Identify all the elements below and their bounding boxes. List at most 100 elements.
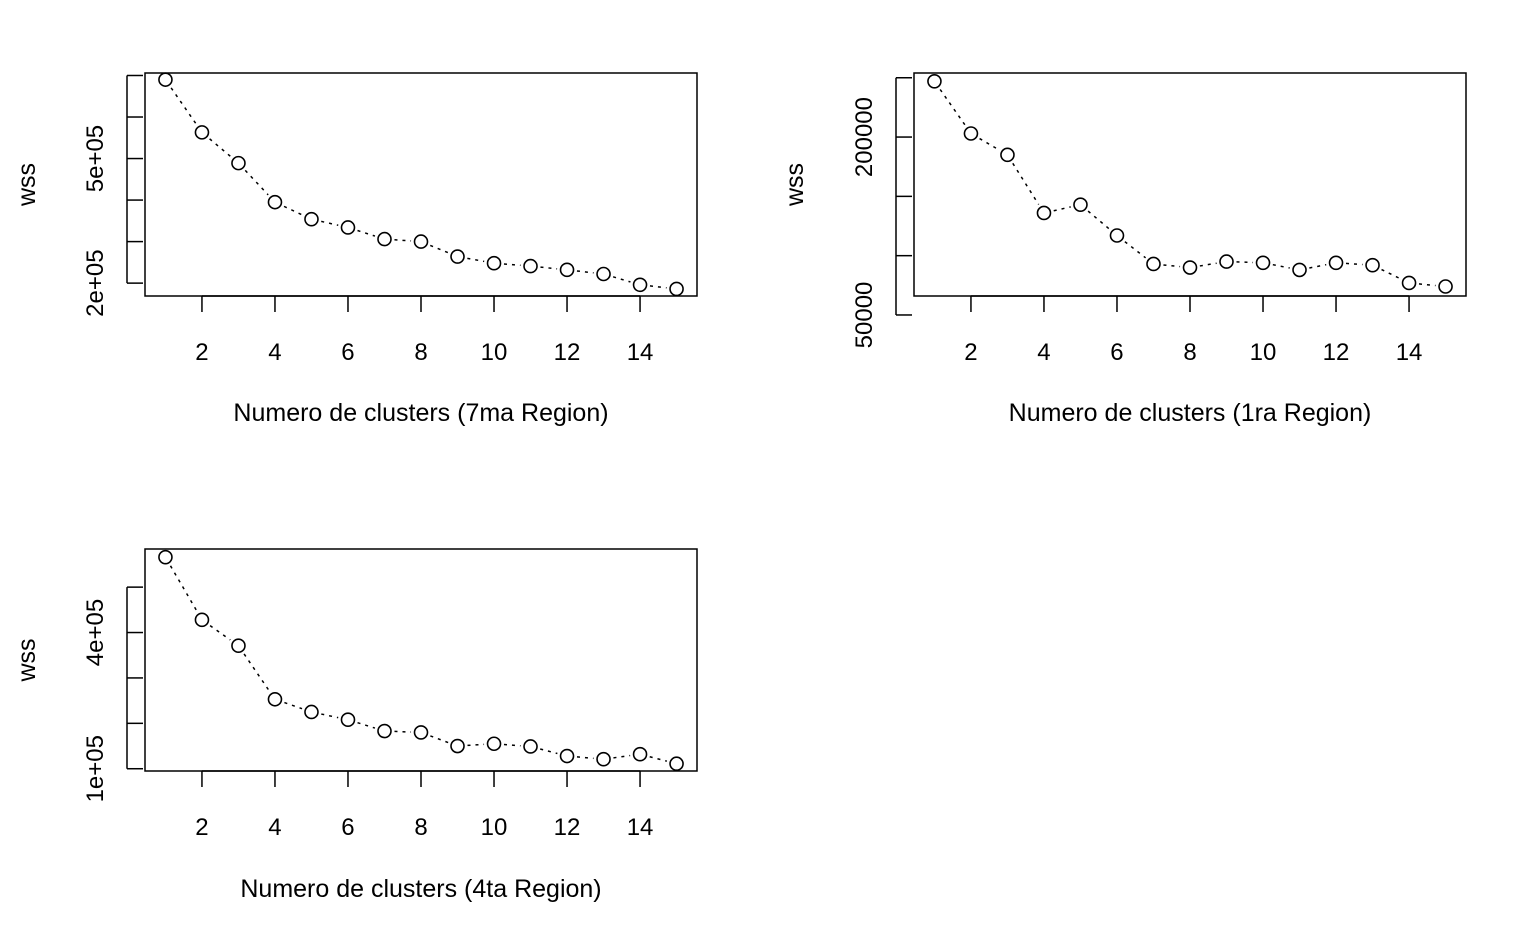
- x-tick-label: 4: [268, 814, 281, 841]
- x-tick-label: 14: [1396, 339, 1423, 366]
- data-point: [1438, 279, 1453, 294]
- series-segment: [1087, 210, 1110, 230]
- series-segment: [467, 257, 485, 263]
- x-tick-label: 14: [627, 814, 654, 841]
- data-point: [1365, 257, 1380, 273]
- series-segment: [244, 169, 269, 196]
- series-segment: [1124, 241, 1147, 259]
- series-segment: [1053, 206, 1071, 212]
- data-point: [596, 751, 611, 767]
- series-segment: [170, 87, 197, 125]
- series-segment: [357, 721, 376, 729]
- x-axis-title: Numero de clusters (1ra Region): [1009, 399, 1372, 427]
- data-point: [1255, 255, 1271, 271]
- series-segment: [612, 276, 631, 283]
- chart-panel-2: 2 4 6 8 10 12 14 50000 200000 Numero de clusters …: [781, 72, 1467, 427]
- y-tick-label: 50000: [851, 282, 878, 349]
- data-point: [231, 638, 246, 653]
- data-point: [340, 712, 356, 727]
- data-point: [377, 723, 392, 739]
- data-point: [304, 211, 319, 227]
- chart-panel-3: 2 4 6 8 10 12 14 1e+05 4e+05 Numero de clusters (…: [13, 548, 698, 903]
- series-segment: [321, 713, 339, 719]
- series-segment: [1272, 263, 1290, 269]
- data-point: [669, 281, 684, 297]
- data-point: [963, 126, 979, 141]
- x-tick-label: 6: [341, 339, 354, 366]
- x-tick-label: 4: [1037, 339, 1050, 366]
- series-segment: [540, 748, 558, 755]
- series-segment: [243, 653, 270, 692]
- data-point: [1073, 197, 1088, 212]
- data-point: [523, 258, 538, 274]
- series-segment: [169, 565, 198, 612]
- series-segment: [979, 137, 1000, 151]
- x-tick-label: 2: [195, 814, 208, 841]
- series-segment: [649, 756, 668, 762]
- series-segment: [1012, 162, 1040, 205]
- y-axis-title: wss: [13, 638, 41, 682]
- series-segment: [209, 624, 231, 641]
- data-point: [1146, 256, 1161, 272]
- data-point: [450, 738, 465, 754]
- x-axis-title: Numero de clusters (4ta Region): [240, 875, 601, 903]
- x-tick-label: 12: [554, 339, 581, 366]
- data-point: [632, 277, 648, 293]
- x-tick-label: 12: [1323, 339, 1350, 366]
- y-axis-title: wss: [781, 163, 809, 207]
- data-point: [486, 736, 502, 752]
- data-point: [669, 756, 684, 772]
- series-segment: [430, 735, 449, 744]
- data-point: [1292, 262, 1307, 278]
- data-point: [340, 220, 356, 235]
- data-point: [1328, 255, 1344, 271]
- series-segment: [503, 263, 521, 267]
- series-segment: [283, 205, 303, 216]
- series-segment: [1418, 283, 1436, 287]
- data-point: [927, 74, 942, 89]
- plot-frame: [144, 72, 698, 297]
- series-segment: [1345, 262, 1363, 266]
- series-segment: [1381, 268, 1401, 280]
- y-tick-label: 5e+05: [82, 125, 109, 192]
- x-tick-label: 12: [554, 814, 581, 841]
- x-tick-label: 10: [481, 339, 508, 366]
- x-tick-label: 10: [481, 814, 508, 841]
- data-point: [158, 72, 173, 87]
- series-segment: [467, 743, 485, 747]
- data-point: [632, 746, 648, 762]
- series-segment: [1236, 261, 1254, 264]
- series-segment: [503, 743, 521, 747]
- y-tick-label: 1e+05: [82, 735, 109, 802]
- x-tick-label: 10: [1250, 339, 1277, 366]
- series-segment: [321, 220, 339, 226]
- chart-panel-1: 2 4 6 8 10 12 14 2e+05 5e+05 Numero de clusters (…: [13, 72, 698, 427]
- data-point: [304, 704, 319, 720]
- data-point: [1109, 228, 1125, 243]
- y-tick-label: 4e+05: [82, 599, 109, 666]
- series-segment: [576, 270, 594, 274]
- data-point: [1401, 275, 1417, 291]
- data-point: [1182, 260, 1198, 275]
- data-point: [1219, 254, 1234, 269]
- data-point: [1000, 147, 1015, 163]
- data-point: [267, 691, 283, 707]
- data-point: [596, 266, 611, 282]
- x-tick-label: 6: [341, 814, 354, 841]
- series-segment: [209, 138, 232, 158]
- y-tick-label: 2e+05: [82, 249, 109, 316]
- series-segment: [429, 244, 449, 254]
- x-tick-label: 8: [414, 814, 427, 841]
- x-tick-label: 2: [964, 339, 977, 366]
- series-segment: [939, 89, 966, 126]
- data-point: [486, 255, 502, 271]
- data-point: [413, 234, 429, 249]
- data-point: [413, 725, 429, 740]
- x-tick-label: 6: [1110, 339, 1123, 366]
- series-segment: [394, 239, 412, 242]
- series-segment: [649, 285, 667, 289]
- series-segment: [1163, 264, 1181, 268]
- data-point: [194, 125, 210, 140]
- x-tick-label: 14: [627, 339, 654, 366]
